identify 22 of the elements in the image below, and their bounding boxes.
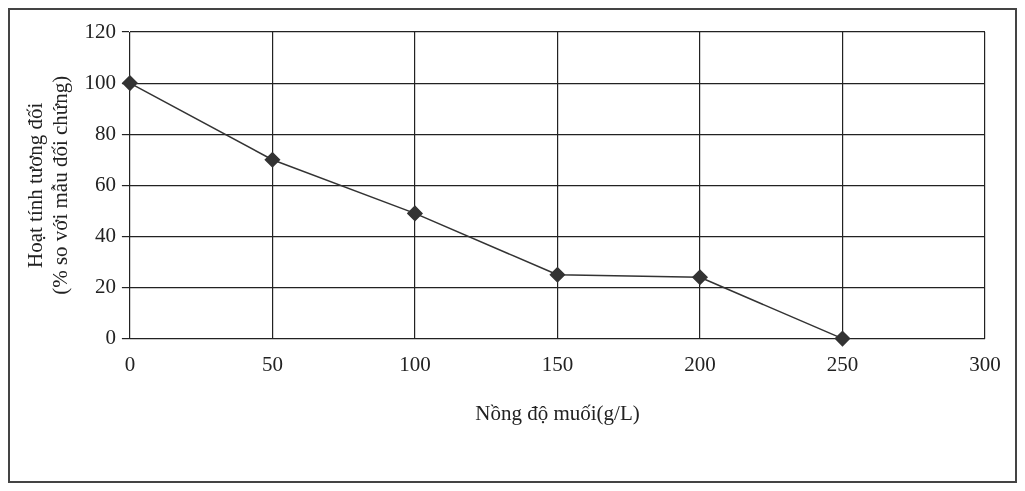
y-tick-label: 80 bbox=[94, 120, 116, 145]
x-tick-label: 300 bbox=[969, 351, 1001, 376]
y-tick-label: 120 bbox=[84, 18, 116, 43]
x-tick-label: 150 bbox=[541, 351, 574, 376]
y-axis-title: Hoạt tính tương đối (% so với mẫu đối chứng) bbox=[23, 75, 73, 295]
x-tick-label: 50 bbox=[261, 351, 283, 376]
point bbox=[834, 330, 851, 347]
x-tick-label: 100 bbox=[399, 351, 431, 376]
point bbox=[122, 75, 138, 91]
y-tick-label: 40 bbox=[94, 222, 116, 247]
x-axis-title: Nồng độ muối(g/L) bbox=[475, 400, 640, 425]
y-tick-label: 100 bbox=[84, 69, 116, 94]
point bbox=[549, 266, 566, 283]
x-tick-label: 0 bbox=[124, 351, 136, 376]
point bbox=[692, 269, 708, 286]
x-tick-label: 250 bbox=[826, 351, 859, 376]
y-tick-label: 20 bbox=[94, 274, 116, 299]
point bbox=[407, 205, 423, 222]
y-tick-label: 0 bbox=[105, 325, 116, 350]
y-tick-label: 60 bbox=[94, 171, 116, 196]
x-tick-label: 200 bbox=[684, 351, 716, 376]
point bbox=[264, 152, 281, 168]
